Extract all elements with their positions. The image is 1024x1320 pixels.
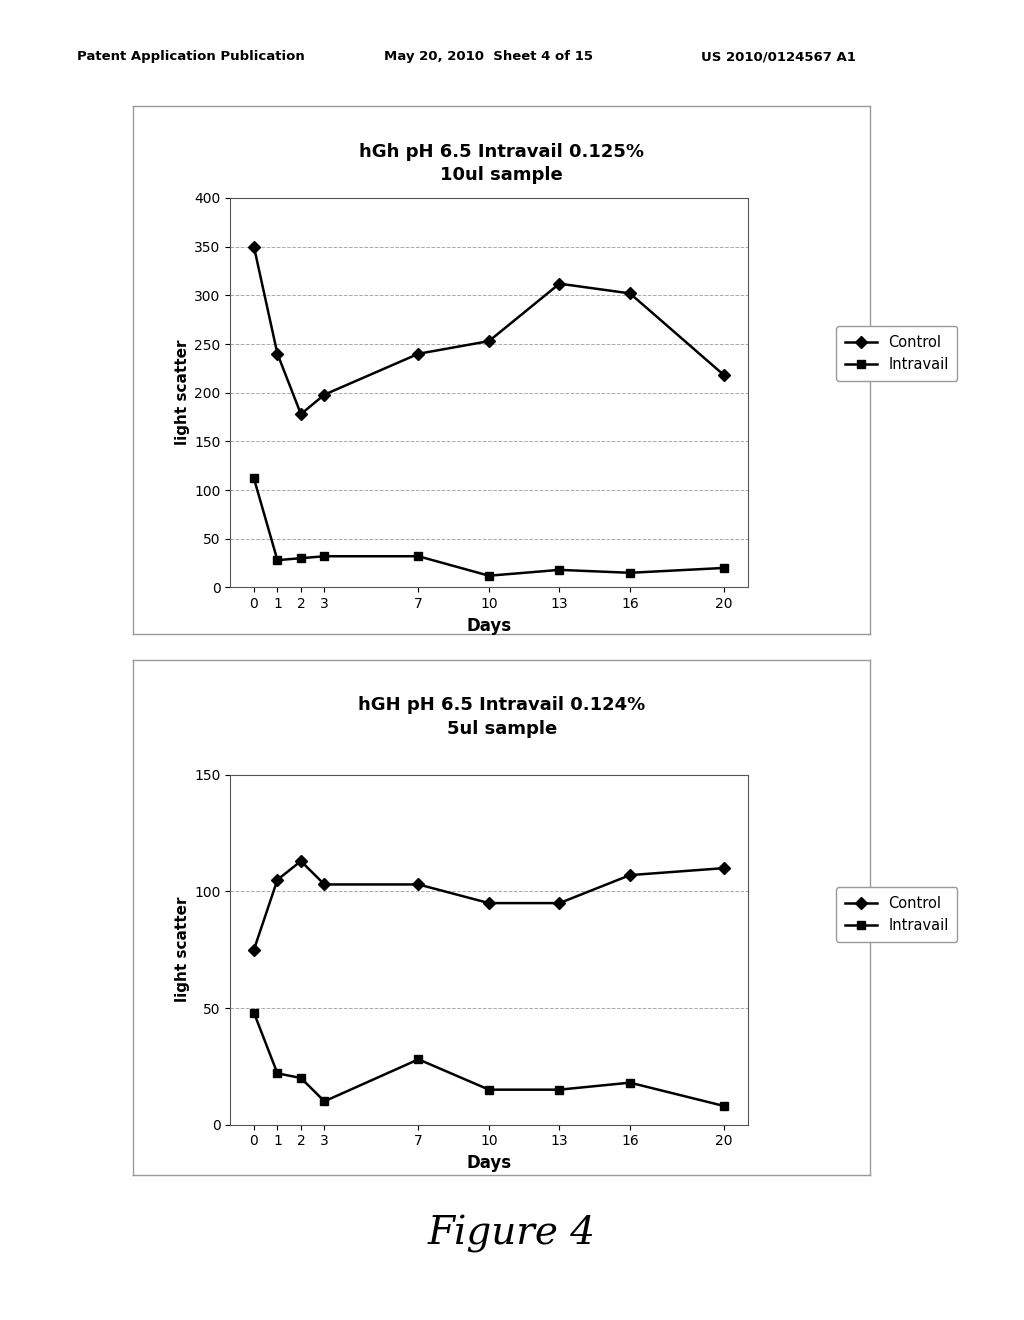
Legend: Control, Intravail: Control, Intravail xyxy=(836,887,957,942)
Intravail xyxy=(553,562,565,578)
Intravail xyxy=(624,1074,636,1090)
Intravail xyxy=(483,1082,496,1098)
Text: Patent Application Publication: Patent Application Publication xyxy=(77,50,304,63)
Control xyxy=(718,367,730,383)
Control xyxy=(553,895,565,911)
Control xyxy=(553,276,565,292)
Control xyxy=(318,387,331,403)
Control xyxy=(248,942,260,958)
Control xyxy=(624,867,636,883)
Control xyxy=(295,853,307,869)
Text: hGH pH 6.5 Intravail 0.124%
5ul sample: hGH pH 6.5 Intravail 0.124% 5ul sample xyxy=(358,696,645,738)
Text: May 20, 2010  Sheet 4 of 15: May 20, 2010 Sheet 4 of 15 xyxy=(384,50,593,63)
Intravail xyxy=(271,552,284,568)
Intravail xyxy=(318,1093,331,1109)
Intravail xyxy=(295,1071,307,1086)
Text: Figure 4: Figure 4 xyxy=(428,1216,596,1253)
Intravail xyxy=(718,1098,730,1114)
Control xyxy=(295,407,307,422)
Intravail xyxy=(271,1065,284,1081)
Line: Control: Control xyxy=(250,857,728,954)
Intravail xyxy=(413,1052,425,1068)
Control xyxy=(483,895,496,911)
Control xyxy=(413,876,425,892)
Intravail xyxy=(483,568,496,583)
Y-axis label: light scatter: light scatter xyxy=(175,898,190,1002)
Text: US 2010/0124567 A1: US 2010/0124567 A1 xyxy=(701,50,856,63)
Control xyxy=(318,876,331,892)
Intravail xyxy=(248,470,260,486)
Text: hGh pH 6.5 Intravail 0.125%
10ul sample: hGh pH 6.5 Intravail 0.125% 10ul sample xyxy=(359,143,644,185)
Control xyxy=(718,861,730,876)
Intravail xyxy=(318,548,331,564)
X-axis label: Days: Days xyxy=(466,1154,512,1172)
Line: Control: Control xyxy=(250,243,728,418)
Intravail xyxy=(624,565,636,581)
Control xyxy=(248,239,260,255)
Intravail xyxy=(553,1082,565,1098)
Legend: Control, Intravail: Control, Intravail xyxy=(836,326,957,381)
Control xyxy=(271,871,284,887)
Line: Intravail: Intravail xyxy=(250,474,728,579)
Control xyxy=(483,333,496,348)
Control xyxy=(271,346,284,362)
Control xyxy=(413,346,425,362)
Y-axis label: light scatter: light scatter xyxy=(175,341,190,445)
Intravail xyxy=(718,560,730,576)
Control xyxy=(624,285,636,301)
Line: Intravail: Intravail xyxy=(250,1008,728,1110)
X-axis label: Days: Days xyxy=(466,616,512,635)
Intravail xyxy=(248,1005,260,1020)
Intravail xyxy=(295,550,307,566)
Intravail xyxy=(413,548,425,564)
